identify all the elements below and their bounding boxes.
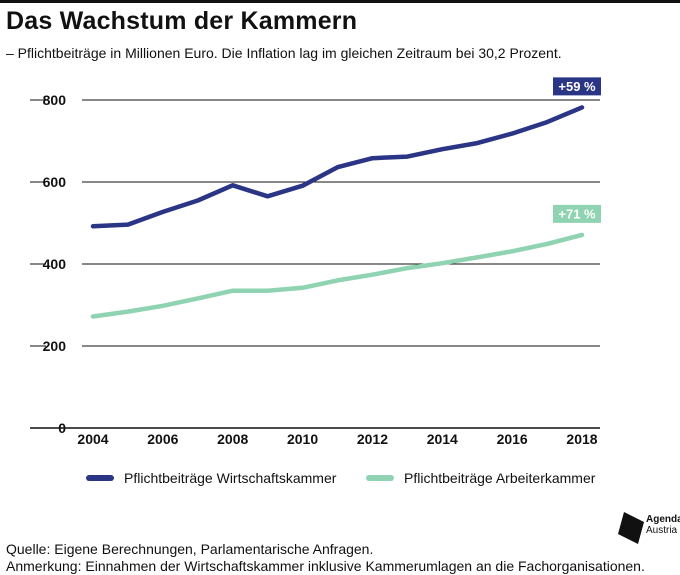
series-1-badge-label: +71 % xyxy=(558,206,596,221)
x-tick-label-2016: 2016 xyxy=(497,431,528,447)
series-line-1 xyxy=(93,235,582,317)
x-tick-label-2014: 2014 xyxy=(427,431,458,447)
top-rule xyxy=(0,0,680,3)
legend-label-wirtschaftskammer: Pflichtbeiträge Wirtschaftskammer xyxy=(124,470,336,486)
x-tick-label-2006: 2006 xyxy=(147,431,178,447)
chart-title: Das Wachstum der Kammern xyxy=(6,7,357,36)
x-tick-label-2010: 2010 xyxy=(287,431,318,447)
chart-subtitle: – Pflichtbeiträge in Millionen Euro. Die… xyxy=(6,45,562,61)
footer-note: Anmerkung: Einnahmen der Wirtschaftskamm… xyxy=(6,558,645,575)
y-tick-label-0: 0 xyxy=(58,420,66,436)
series-line-0 xyxy=(93,107,582,226)
x-tick-label-2004: 2004 xyxy=(77,431,108,447)
series-0-badge-label: +59 % xyxy=(558,79,596,94)
y-tick-label-600: 600 xyxy=(43,174,67,190)
legend-swatch-wirtschaftskammer xyxy=(86,475,114,481)
legend-label-arbeiterkammer: Pflichtbeiträge Arbeiterkammer xyxy=(404,470,595,486)
footer: Quelle: Eigene Berechnungen, Parlamentar… xyxy=(6,541,645,575)
legend-swatch-arbeiterkammer xyxy=(366,475,394,481)
y-tick-label-800: 800 xyxy=(43,92,67,108)
legend-item-arbeiterkammer: Pflichtbeiträge Arbeiterkammer xyxy=(366,470,595,486)
x-tick-label-2008: 2008 xyxy=(217,431,248,447)
x-tick-label-2018: 2018 xyxy=(566,431,597,447)
y-tick-label-400: 400 xyxy=(43,256,67,272)
x-tick-label-2012: 2012 xyxy=(357,431,388,447)
logo-mark-icon xyxy=(618,512,644,544)
legend-item-wirtschaftskammer: Pflichtbeiträge Wirtschaftskammer xyxy=(86,470,336,486)
legend: Pflichtbeiträge Wirtschaftskammer Pflich… xyxy=(0,470,680,488)
footer-source: Quelle: Eigene Berechnungen, Parlamentar… xyxy=(6,541,645,558)
logo-text-line1: Agenda xyxy=(646,514,680,525)
logo-text: Agenda Austria xyxy=(646,514,680,536)
logo-text-line2: Austria xyxy=(646,525,680,536)
line-chart: 0 200 400 600 800 2004 2006 2008 2010 2012 2014 201… xyxy=(0,70,680,450)
y-tick-label-200: 200 xyxy=(43,338,67,354)
